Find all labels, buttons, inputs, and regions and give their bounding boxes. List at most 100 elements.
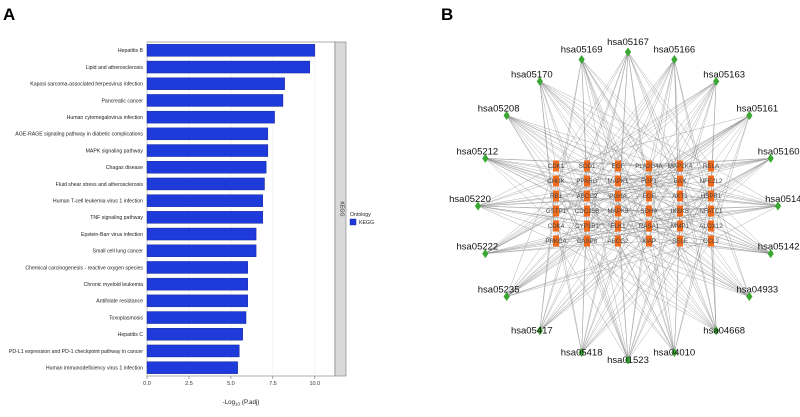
network-edge	[586, 225, 629, 361]
network-edge	[679, 81, 717, 197]
network-edge	[485, 195, 712, 254]
gene-node	[615, 220, 621, 232]
network-edge	[485, 240, 619, 254]
gene-node	[646, 190, 652, 202]
gene-node	[615, 190, 621, 202]
network-edge	[627, 240, 712, 361]
pathway-label: hsa05167	[607, 37, 649, 48]
pathway-label: hsa05145	[765, 194, 800, 205]
network-edge	[539, 81, 681, 167]
gene-node	[553, 235, 559, 247]
gene-label: HSPB1	[701, 193, 722, 200]
gene-node	[677, 205, 683, 217]
network-edge	[679, 158, 771, 212]
legend-title: Ontology	[350, 212, 371, 218]
gene-node	[553, 160, 559, 172]
network-edge	[506, 240, 557, 297]
network-edge	[555, 240, 717, 331]
pathway-node	[746, 292, 753, 302]
category-label: Epstein-Barr virus infection	[81, 232, 143, 238]
category-label: Chagas disease	[106, 165, 143, 171]
facet-strip-label: KEGG	[339, 202, 345, 217]
network-edge	[485, 210, 712, 254]
network-edge	[679, 195, 750, 297]
pathway-node	[774, 201, 782, 211]
network-edge	[648, 240, 771, 254]
gene-node	[553, 220, 559, 232]
pathway-node	[578, 55, 585, 65]
gene-label: MAPK1	[608, 178, 630, 185]
panel-b-network: B CDK1 SOD1 EGF PLA2G4A MAP2K4 RELA CHUK PPARG M…	[441, 5, 800, 366]
category-labels: Hepatitis B Lipid and atherosclerosis Kapo…	[9, 48, 144, 371]
network-edge	[710, 115, 750, 242]
network-edge	[581, 240, 650, 353]
network-edge	[679, 165, 717, 331]
pathway-node	[713, 326, 720, 336]
gene-label: IKBKB	[671, 208, 689, 215]
gene-node	[584, 190, 590, 202]
gene-label: CYP1B1	[575, 223, 599, 230]
network-edge	[485, 165, 619, 254]
network-edge	[586, 195, 675, 353]
network-edge	[581, 59, 712, 197]
network-edge	[485, 158, 650, 242]
gene-node	[553, 205, 559, 217]
network-edge	[506, 115, 650, 212]
network-edge	[617, 158, 771, 182]
gene-label: CHUK	[547, 178, 565, 185]
network-edge	[710, 180, 750, 297]
pathway-label: hsa05417	[511, 326, 553, 337]
network-edge	[555, 225, 582, 353]
network-edge	[555, 81, 717, 182]
network-edge	[627, 180, 712, 361]
category-label: Lipid and atherosclerosis	[86, 65, 144, 71]
network-edge	[506, 210, 619, 297]
network-edge	[586, 240, 750, 297]
gene-node	[708, 160, 714, 172]
bar	[146, 77, 285, 90]
bar	[146, 110, 275, 124]
pathway-label: hsa05160	[758, 146, 800, 157]
gene-label: RB1	[550, 193, 563, 200]
category-label: Human immunodeficiency virus 1 infection	[46, 365, 143, 371]
pathway-label: hsa05163	[703, 69, 745, 80]
gene-label: ABCC2	[577, 193, 598, 200]
network-edge	[648, 180, 771, 254]
pathway-node	[474, 201, 482, 211]
category-label: Toxoplasmosis	[109, 315, 143, 321]
gene-label: ABCG2	[608, 238, 630, 245]
gene-label: FGF1	[641, 178, 657, 185]
network-edge	[586, 81, 717, 182]
pathway-node	[767, 153, 774, 163]
x-tick-label: 7.5	[269, 381, 277, 387]
bar	[146, 60, 311, 74]
bar	[146, 177, 265, 191]
gene-node	[677, 190, 683, 202]
network-edge	[477, 205, 588, 242]
network-edge	[555, 210, 771, 254]
network-edge	[506, 115, 557, 182]
network-edge	[506, 210, 588, 297]
category-label: Hepatitis C	[118, 332, 144, 338]
category-label: Hepatitis B	[118, 48, 144, 54]
gene-label: CDK1	[548, 163, 565, 170]
pathway-node	[746, 110, 753, 120]
network-edge	[648, 180, 717, 331]
pathway-label: hsa05222	[456, 242, 498, 253]
network-edge	[710, 158, 771, 212]
network-edge	[555, 115, 750, 167]
network-edge	[485, 210, 681, 254]
x-axis-title: -Log10 (P.adj)	[223, 399, 260, 407]
network-edge	[679, 210, 750, 297]
network-edge	[710, 115, 750, 227]
network-edge	[648, 225, 675, 353]
network-edge	[539, 81, 650, 182]
network-edge	[581, 59, 650, 227]
gene-label: ELK1	[610, 223, 626, 230]
network-edge	[506, 115, 712, 182]
gene-label: CDC25B	[575, 208, 599, 215]
x-tick-label: 0.0	[143, 381, 151, 387]
network-edge	[506, 115, 619, 242]
pathway-node	[536, 76, 543, 86]
network-edge	[477, 205, 557, 242]
